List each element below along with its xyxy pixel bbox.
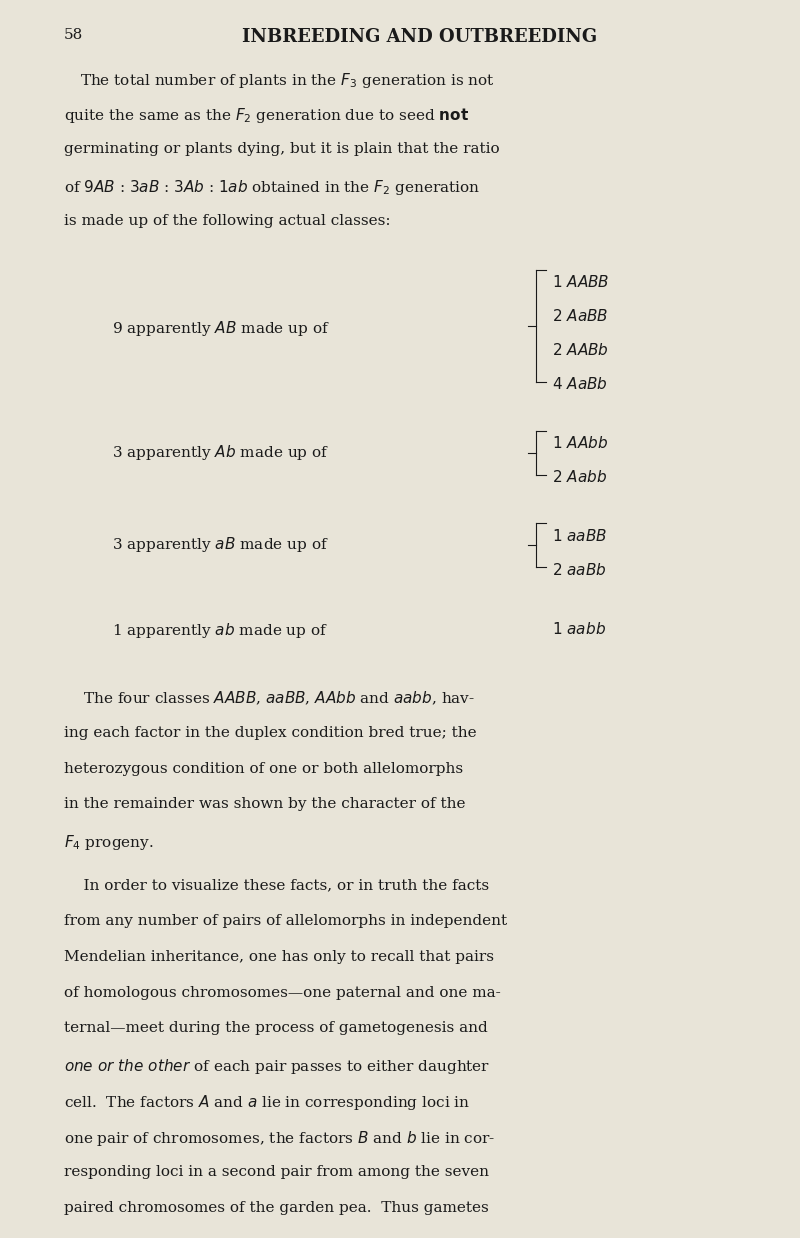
Text: Mendelian inheritance, one has only to recall that pairs: Mendelian inheritance, one has only to r… xyxy=(64,950,494,963)
Text: $1\ AABB$: $1\ AABB$ xyxy=(552,275,610,291)
Text: $2\ aaBb$: $2\ aaBb$ xyxy=(552,562,606,578)
Text: cell.  The factors $A$ and $a$ lie in corresponding loci in: cell. The factors $A$ and $a$ lie in cor… xyxy=(64,1093,470,1112)
Text: ternal—meet during the process of gametogenesis and: ternal—meet during the process of gameto… xyxy=(64,1021,488,1035)
Text: $2\ Aabb$: $2\ Aabb$ xyxy=(552,469,607,485)
Text: bearing the factors $AB$, $Ab$, $aB$ and $ab$ will be formed in: bearing the factors $AB$, $Ab$, $aB$ and… xyxy=(64,1237,492,1238)
Text: paired chromosomes of the garden pea.  Thus gametes: paired chromosomes of the garden pea. Th… xyxy=(64,1201,489,1214)
Text: of homologous chromosomes—one paternal and one ma-: of homologous chromosomes—one paternal a… xyxy=(64,985,501,999)
Text: quite the same as the $F_2$ generation due to seed $\mathbf{not}$: quite the same as the $F_2$ generation d… xyxy=(64,106,470,125)
Text: 3 apparently $aB$ made up of: 3 apparently $aB$ made up of xyxy=(112,535,329,555)
Text: $2\ AaBB$: $2\ AaBB$ xyxy=(552,308,609,324)
Text: 1 apparently $ab$ made up of: 1 apparently $ab$ made up of xyxy=(112,620,328,640)
Text: The total number of plants in the $F_3$ generation is not: The total number of plants in the $F_3$ … xyxy=(80,71,495,89)
Text: 58: 58 xyxy=(64,28,83,42)
Text: The four classes $AABB$, $aaBB$, $AAbb$ and $aabb$, hav-: The four classes $AABB$, $aaBB$, $AAbb$ … xyxy=(64,690,475,707)
Text: $1\ AAbb$: $1\ AAbb$ xyxy=(552,435,608,451)
Text: responding loci in a second pair from among the seven: responding loci in a second pair from am… xyxy=(64,1165,489,1179)
Text: one pair of chromosomes, the factors $B$ and $b$ lie in cor-: one pair of chromosomes, the factors $B$… xyxy=(64,1129,495,1148)
Text: from any number of pairs of allelomorphs in independent: from any number of pairs of allelomorphs… xyxy=(64,914,507,927)
Text: of $9AB$ : $3aB$ : $3Ab$ : $1ab$ obtained in the $F_2$ generation: of $9AB$ : $3aB$ : $3Ab$ : $1ab$ obtaine… xyxy=(64,178,480,197)
Text: $2\ AABb$: $2\ AABb$ xyxy=(552,343,609,358)
Text: In order to visualize these facts, or in truth the facts: In order to visualize these facts, or in… xyxy=(64,878,489,893)
Text: germinating or plants dying, but it is plain that the ratio: germinating or plants dying, but it is p… xyxy=(64,142,500,156)
Text: INBREEDING AND OUTBREEDING: INBREEDING AND OUTBREEDING xyxy=(242,28,598,46)
Text: $\mathit{one\ or\ the\ other}$ of each pair passes to either daughter: $\mathit{one\ or\ the\ other}$ of each p… xyxy=(64,1057,490,1076)
Text: 3 apparently $Ab$ made up of: 3 apparently $Ab$ made up of xyxy=(112,443,329,462)
Text: $4\ AaBb$: $4\ AaBb$ xyxy=(552,376,608,392)
Text: $F_4$ progeny.: $F_4$ progeny. xyxy=(64,833,154,852)
Text: ing each factor in the duplex condition bred true; the: ing each factor in the duplex condition … xyxy=(64,725,477,740)
Text: $1\ aaBB$: $1\ aaBB$ xyxy=(552,527,607,543)
Text: 9 apparently $AB$ made up of: 9 apparently $AB$ made up of xyxy=(112,318,330,338)
Text: heterozygous condition of one or both allelomorphs: heterozygous condition of one or both al… xyxy=(64,761,463,775)
Text: $1\ aabb$: $1\ aabb$ xyxy=(552,620,606,636)
Text: in the remainder was shown by the character of the: in the remainder was shown by the charac… xyxy=(64,797,466,811)
Text: is made up of the following actual classes:: is made up of the following actual class… xyxy=(64,214,390,228)
